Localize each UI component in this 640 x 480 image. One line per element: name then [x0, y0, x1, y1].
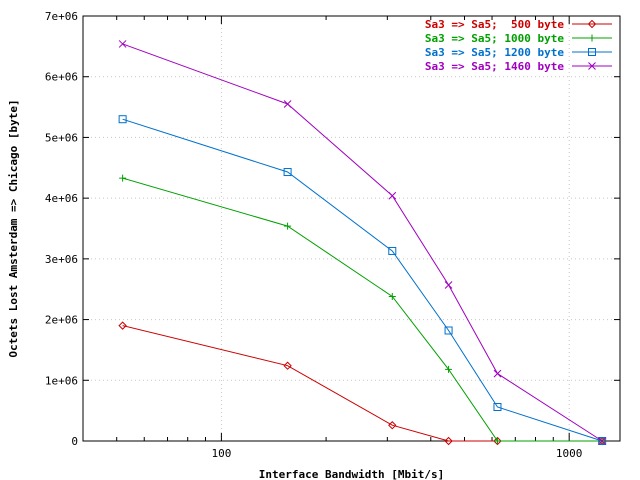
data-point-square — [118, 115, 127, 124]
data-point-plus — [284, 222, 292, 230]
x-tick-label: 1000 — [556, 447, 583, 460]
data-point-cross — [388, 191, 397, 200]
data-point-diamond — [388, 421, 397, 430]
y-tick-label: 6e+06 — [45, 71, 78, 84]
legend-label: Sa3 => Sa5; 1200 byte — [425, 46, 564, 59]
data-point-cross — [588, 62, 596, 70]
data-point-cross — [598, 437, 607, 445]
y-tick-label: 2e+06 — [45, 314, 78, 327]
x-tick-label: 100 — [211, 447, 231, 460]
y-axis-label: Octets Lost Amsterdam => Chicago [byte] — [7, 99, 20, 357]
y-tick-label: 4e+06 — [45, 192, 78, 205]
data-point-square — [493, 403, 502, 411]
grid — [83, 15, 620, 442]
legend-label: Sa3 => Sa5; 1460 byte — [425, 60, 564, 73]
y-tick-label: 7e+06 — [45, 10, 78, 23]
y-tick-label: 0 — [71, 435, 78, 448]
series-group — [118, 40, 607, 446]
x-axis-label: Interface Bandwidth [Mbit/s] — [259, 468, 444, 480]
data-point-cross — [283, 100, 292, 108]
legend-entry: Sa3 => Sa5; 1000 byte — [425, 32, 612, 45]
data-point-square — [444, 326, 453, 335]
data-point-plus — [588, 34, 596, 42]
axis-ticks: 0 1e+06 2e+06 3e+06 4e+06 5e+06 6e+06 7e+06 100 1… — [45, 10, 620, 460]
data-point-plus — [445, 365, 453, 373]
series-3 — [118, 115, 607, 445]
data-point-diamond — [444, 436, 453, 446]
legend-label: Sa3 => Sa5; 1000 byte — [425, 32, 564, 45]
series-1 — [118, 321, 607, 446]
plot-frame — [82, 15, 621, 442]
data-point-cross — [444, 281, 453, 289]
data-point-cross — [493, 369, 502, 378]
data-point-square — [388, 246, 397, 255]
data-point-square — [598, 437, 607, 445]
legend-entry: Sa3 => Sa5; 1200 byte — [425, 46, 612, 59]
series-line — [122, 43, 603, 442]
data-point-square — [283, 168, 292, 177]
legend-entry: Sa3 => Sa5; 500 byte — [425, 18, 612, 31]
series-line — [122, 177, 603, 442]
data-point-diamond — [118, 321, 127, 330]
y-tick-label: 1e+06 — [45, 374, 78, 387]
legend-entry: Sa3 => Sa5; 1460 byte — [425, 60, 612, 73]
data-point-diamond — [283, 361, 292, 370]
data-point-plus — [388, 293, 396, 300]
series-line — [122, 118, 603, 442]
series-2 — [119, 174, 606, 445]
y-tick-label: 3e+06 — [45, 253, 78, 266]
series-line — [122, 325, 603, 442]
data-point-cross — [118, 40, 127, 48]
data-point-plus — [493, 437, 501, 445]
legend-label: Sa3 => Sa5; 500 byte — [425, 18, 564, 31]
series-4 — [118, 40, 607, 445]
data-point-diamond — [587, 19, 597, 29]
data-point-square — [588, 48, 596, 56]
data-point-plus — [119, 174, 127, 182]
y-tick-label: 5e+06 — [45, 131, 78, 144]
